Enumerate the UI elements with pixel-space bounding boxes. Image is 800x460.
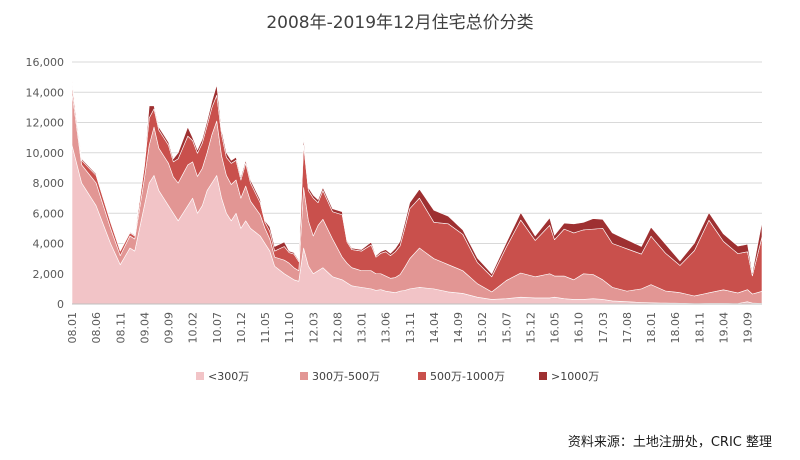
x-tick-label: 19.04 xyxy=(717,312,730,344)
legend-swatch xyxy=(196,372,204,380)
x-tick-label: 10.07 xyxy=(211,312,224,344)
y-tick-label: 2,000 xyxy=(33,268,65,281)
x-tick-label: 12.03 xyxy=(307,312,320,344)
x-tick-label: 15.07 xyxy=(500,312,513,344)
y-tick-label: 14,000 xyxy=(26,86,65,99)
x-tick-label: 15.12 xyxy=(524,312,537,344)
area-series xyxy=(71,81,763,305)
legend-label: 300万-500万 xyxy=(312,370,380,383)
y-axis-tick-labels: 0 2,000 4,000 6,000 8,000 10,000 12,000 14,000 1… xyxy=(26,56,65,311)
x-tick-label: 13.01 xyxy=(356,312,369,344)
x-tick-label: 18.01 xyxy=(645,312,658,344)
x-tick-label: 10.02 xyxy=(187,312,200,344)
legend-swatch xyxy=(539,372,547,380)
chart-title: 2008年-2019年12月住宅总价分类 xyxy=(266,13,533,33)
y-tick-label: 12,000 xyxy=(26,117,65,130)
legend-swatch xyxy=(418,372,426,380)
x-tick-label: 18.11 xyxy=(693,312,706,344)
x-tick-label: 11.05 xyxy=(259,312,272,344)
x-tick-label: 14.09 xyxy=(452,312,465,344)
x-tick-label: 08.01 xyxy=(66,312,79,344)
x-tick-label: 09.04 xyxy=(138,312,151,344)
x-tick-label: 14.04 xyxy=(428,312,441,344)
y-tick-label: 16,000 xyxy=(26,56,65,69)
legend-label: <300万 xyxy=(208,370,249,383)
legend-swatch xyxy=(300,372,308,380)
x-tick-label: 08.11 xyxy=(114,312,127,344)
x-tick-label: 17.03 xyxy=(597,312,610,344)
area-series-4 xyxy=(71,81,763,278)
x-tick-label: 12.08 xyxy=(331,312,344,344)
y-tick-label: 6,000 xyxy=(33,207,65,220)
x-tick-label: 13.06 xyxy=(380,312,393,344)
x-tick-label: 17.08 xyxy=(621,312,634,344)
x-tick-label: 15.02 xyxy=(476,312,489,344)
x-tick-label: 08.06 xyxy=(90,312,103,344)
x-tick-label: 09.09 xyxy=(163,312,176,344)
x-tick-label: 16.10 xyxy=(573,312,586,344)
y-tick-label: 4,000 xyxy=(33,238,65,251)
x-tick-label: 10.12 xyxy=(235,312,248,344)
y-tick-label: 0 xyxy=(57,298,64,311)
legend: <300万 300万-500万 500万-1000万 >1000万 xyxy=(196,370,599,383)
source-note: 资料来源：土地注册处，CRIC 整理 xyxy=(568,435,772,450)
legend-label: 500万-1000万 xyxy=(430,370,505,383)
x-tick-label: 11.10 xyxy=(283,312,296,344)
x-tick-label: 13.11 xyxy=(404,312,417,344)
y-tick-label: 10,000 xyxy=(26,147,65,160)
x-tick-label: 19.09 xyxy=(742,312,755,344)
x-tick-label: 16.05 xyxy=(549,312,562,344)
y-tick-label: 8,000 xyxy=(33,177,65,190)
x-tick-label: 18.06 xyxy=(669,312,682,344)
x-axis-tick-labels: 08.01 08.06 08.11 09.04 09.09 10.02 10.07 10.12… xyxy=(66,312,755,344)
legend-label: >1000万 xyxy=(551,370,599,383)
